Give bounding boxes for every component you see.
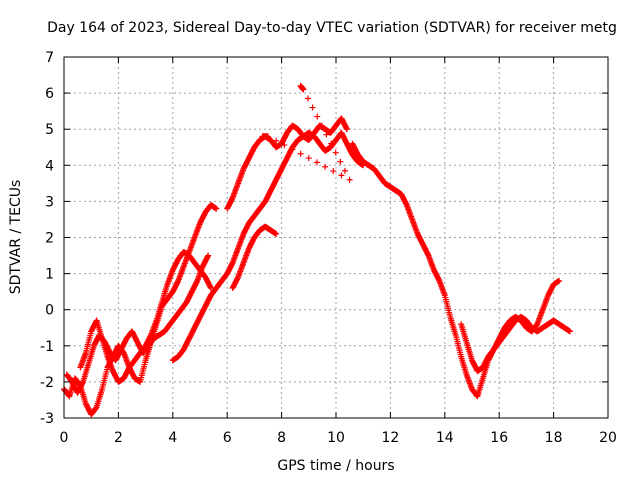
x-tick-label: 16 [490,430,508,446]
data-point [318,122,325,129]
x-tick-label: 4 [168,430,177,446]
x-tick-label: 0 [60,430,69,446]
data-point [207,285,214,292]
axis-ticks [63,56,609,419]
x-tick-label: 20 [599,430,617,446]
y-tick-label: 6 [45,86,54,102]
x-tick-label: 12 [381,430,399,446]
data-point [281,142,288,149]
data-point [273,137,280,144]
data-point [297,150,304,157]
data-point [305,155,312,162]
y-tick-label: -3 [40,411,54,427]
data-point [343,126,350,133]
data-point [323,131,330,138]
data-point [332,149,339,156]
y-tick-label: -1 [40,339,54,355]
data-point [300,86,307,93]
data-point [304,95,311,102]
y-tick-label: 2 [45,231,54,247]
chart-title: Day 164 of 2023, Sidereal Day-to-day VTE… [47,20,617,36]
y-tick-label: 0 [45,303,54,319]
y-tick-label: 1 [45,267,54,283]
data-point [309,104,316,111]
data-point [341,167,348,174]
data-point [314,113,321,120]
data-point [289,146,296,153]
data-point [273,230,280,237]
data-point [566,328,573,335]
y-axis-label: SDTVAR / TECUs [8,180,24,295]
data-point [328,140,335,147]
x-tick-label: 18 [545,430,563,446]
x-axis-label: GPS time / hours [277,458,394,474]
data-points [61,82,573,418]
data-point [313,159,320,166]
data-point [346,176,353,183]
x-tick-label: 2 [114,430,123,446]
data-point [337,158,344,165]
y-tick-label: 5 [45,122,54,138]
grid-lines [64,57,608,418]
data-point [259,133,266,140]
y-tick-label: 3 [45,194,54,210]
x-tick-label: 6 [223,430,232,446]
x-tick-labels: 0 2 4 6 8 10 12 14 16 18 20 [60,430,617,446]
data-point [556,277,563,284]
data-point [205,252,212,259]
data-point [213,205,220,212]
y-tick-label: 4 [45,158,54,174]
y-tick-label: 7 [45,50,54,66]
x-tick-label: 14 [436,430,454,446]
x-tick-label: 10 [327,430,345,446]
x-tick-label: 8 [277,430,286,446]
data-point [338,172,345,179]
y-tick-labels: -3 -2 -1 0 1 2 3 4 5 6 7 [40,50,54,427]
y-tick-label: -2 [40,375,54,391]
data-point [330,168,337,175]
data-point [322,163,329,170]
